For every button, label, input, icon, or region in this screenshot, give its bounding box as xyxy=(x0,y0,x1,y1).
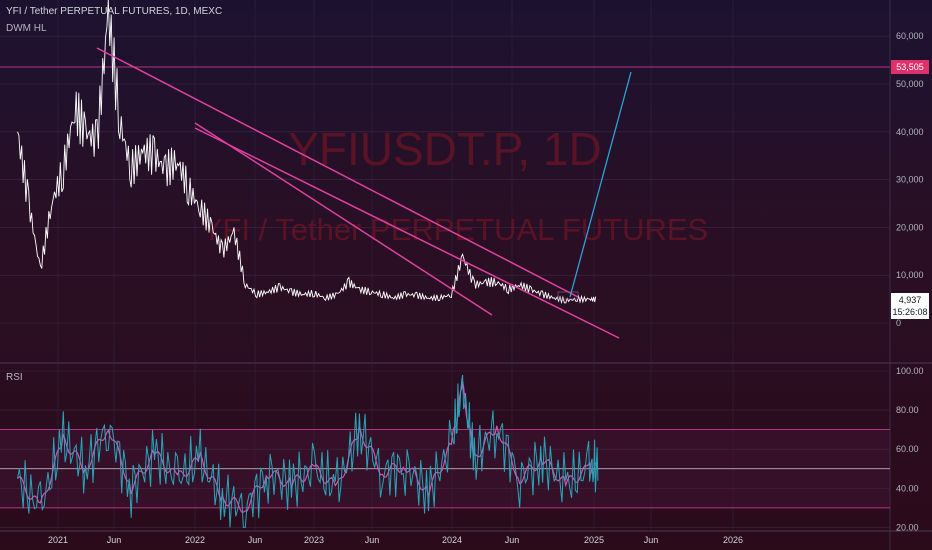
level-label-bg xyxy=(891,60,929,74)
price-tick-label: 60,000 xyxy=(896,31,924,41)
rsi-tick-label: 20.00 xyxy=(896,522,919,532)
downtrend-line-lower xyxy=(194,127,620,339)
projection-line xyxy=(569,71,632,298)
time-tick-label: 2025 xyxy=(584,535,604,545)
level-label: 53,505 xyxy=(896,62,924,72)
price-tick-label: 0 xyxy=(896,318,901,328)
price-tick-label: 20,000 xyxy=(896,222,924,232)
downtrend-line-middle xyxy=(194,122,493,316)
countdown-label: 15:26:08 xyxy=(892,307,927,317)
rsi-ma-line xyxy=(17,381,599,513)
indicator-label[interactable]: DWM HL xyxy=(6,23,47,34)
time-tick-label: Jun xyxy=(505,535,520,545)
time-tick-label: Jun xyxy=(365,535,380,545)
price-series-line xyxy=(17,0,597,305)
symbol-title[interactable]: YFI / Tether PERPETUAL FUTURES, 1D, MEXC xyxy=(6,6,223,17)
price-tick-label: 30,000 xyxy=(896,175,924,185)
time-tick-label: 2023 xyxy=(304,535,324,545)
watermark-name: YFI / Tether PERPETUAL FUTURES xyxy=(202,212,708,247)
price-tick-label: 10,000 xyxy=(896,270,924,280)
time-tick-label: 2024 xyxy=(442,535,462,545)
time-tick-label: 2021 xyxy=(48,535,68,545)
watermark-ticker: YFIUSDT.P, 1D xyxy=(288,123,602,175)
price-tick-label: 50,000 xyxy=(896,79,924,89)
projection-box xyxy=(557,291,579,300)
price-tick-label: 40,000 xyxy=(896,127,924,137)
time-tick-label: Jun xyxy=(248,535,263,545)
rsi-tick-label: 80.00 xyxy=(896,405,919,415)
time-tick-label: Jun xyxy=(644,535,659,545)
rsi-tick-label: 60.00 xyxy=(896,444,919,454)
time-tick-label: Jun xyxy=(107,535,122,545)
rsi-tick-label: 100.00 xyxy=(896,366,924,376)
last-price-label: 4,937 xyxy=(899,295,922,305)
rsi-tick-label: 40.00 xyxy=(896,483,919,493)
rsi-label[interactable]: RSI xyxy=(6,372,23,383)
downtrend-line-upper xyxy=(96,47,579,298)
rsi-series-line xyxy=(17,374,599,528)
time-tick-label: 2026 xyxy=(723,535,743,545)
last-price-bg xyxy=(891,293,929,319)
time-tick-label: 2022 xyxy=(185,535,205,545)
